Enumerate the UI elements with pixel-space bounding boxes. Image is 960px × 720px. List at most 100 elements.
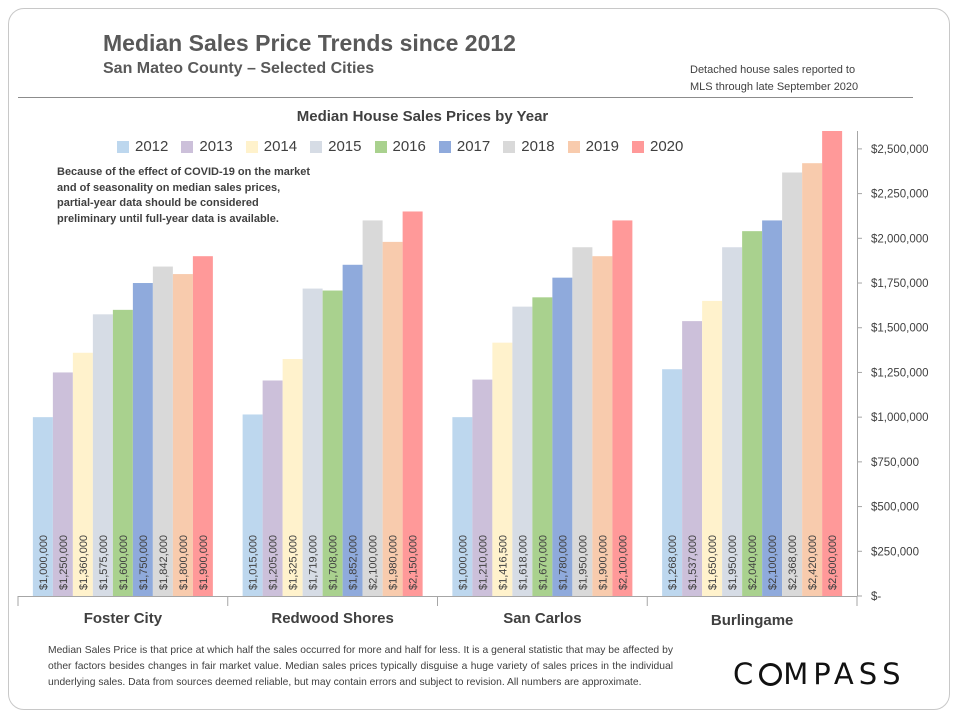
- bar-2019-3: [802, 163, 823, 596]
- legend-item: 2019: [567, 138, 619, 155]
- legend-label: 2016: [392, 138, 426, 155]
- legend-swatch: [245, 140, 258, 153]
- bar-2019-1: [382, 241, 403, 596]
- legend-item: 2016: [374, 138, 426, 155]
- covid-note: Because of the effect of COVID-19 on the…: [57, 166, 311, 225]
- bar-value-label: $1,000,000: [457, 535, 469, 590]
- bar-2013-3: [682, 321, 703, 596]
- legend-item: 2020: [632, 138, 683, 155]
- bar-2018-1: [362, 220, 383, 596]
- chart-legend: 2012 2013 2014 2015 2016 2017 2018 2019 2020: [117, 138, 696, 155]
- y-tick-label: $250,000: [871, 546, 919, 558]
- y-tick-label: $1,250,000: [871, 367, 929, 379]
- bar-2015-2: [512, 306, 533, 596]
- legend-swatch: [181, 140, 194, 153]
- bar-value-label: $1,210,000: [477, 535, 489, 590]
- bar-2019-0: [172, 274, 193, 596]
- data-source-note: Detached house sales reported to MLS thr…: [690, 62, 858, 96]
- bar-value-label: $1,950,000: [577, 535, 589, 590]
- bar-value-label: $1,015,000: [248, 535, 260, 590]
- bar-2016-2: [532, 297, 553, 596]
- bar-value-label: $1,852,000: [348, 535, 360, 590]
- y-tick-label: $2,250,000: [871, 189, 929, 201]
- bar-value-label: $2,100,000: [767, 535, 779, 590]
- bar-2015-3: [722, 247, 743, 596]
- legend-item: 2015: [310, 138, 362, 155]
- bar-2014-1: [282, 359, 303, 596]
- legend-swatch: [310, 140, 323, 153]
- bar-value-label: $1,600,000: [118, 535, 130, 590]
- bar-value-label: $1,670,000: [537, 535, 549, 590]
- bar-value-label: $2,420,000: [807, 535, 819, 590]
- legend-label: 2015: [328, 138, 362, 155]
- legend-swatch: [117, 140, 129, 153]
- legend-label: 2019: [585, 138, 619, 155]
- bar-2013-2: [472, 379, 493, 596]
- bar-2017-3: [762, 220, 783, 596]
- bar-value-label: $1,900,000: [597, 535, 609, 590]
- bar-value-label: $2,150,000: [408, 535, 420, 590]
- bar-value-label: $1,842,000: [158, 535, 170, 590]
- logo-letter-c: C: [733, 657, 759, 691]
- legend-swatch: [438, 140, 451, 153]
- data-source-note-line2: MLS through late September 2020: [690, 81, 859, 93]
- bar-value-label: $1,416,500: [497, 535, 509, 590]
- bar-2020-3: [822, 131, 843, 596]
- y-tick-label: $2,000,000: [871, 233, 929, 245]
- legend-swatch: [567, 140, 580, 153]
- legend-item: 2014: [245, 138, 298, 155]
- bar-value-label: $2,040,000: [747, 535, 759, 590]
- bar-2019-2: [592, 256, 613, 596]
- category-label: Redwood Shores: [271, 610, 394, 627]
- bar-value-label: $1,750,000: [138, 535, 150, 590]
- bar-value-label: $1,719,000: [308, 535, 320, 590]
- bar-value-label: $1,618,000: [517, 535, 529, 590]
- bar-value-label: $2,100,000: [368, 535, 380, 590]
- y-tick-label: $-: [871, 591, 881, 603]
- bar-value-label: $1,268,000: [667, 535, 679, 590]
- bar-2015-1: [302, 288, 323, 596]
- bar-value-label: $1,980,000: [388, 535, 400, 590]
- legend-swatch: [374, 140, 387, 153]
- bar-2014-2: [492, 342, 513, 596]
- bar-2012-1: [242, 414, 263, 596]
- legend-item: 2013: [181, 138, 233, 155]
- bar-value-label: $2,600,000: [827, 535, 839, 590]
- bar-2017-2: [552, 277, 573, 596]
- bar-value-label: $1,708,000: [328, 535, 340, 590]
- chart-title: Median House Sales Prices by Year: [296, 108, 549, 125]
- bar-2017-1: [342, 264, 363, 596]
- bar-value-label: $1,537,000: [687, 535, 699, 590]
- legend-swatch: [503, 140, 516, 153]
- y-tick-label: $1,000,000: [871, 412, 929, 424]
- bar-value-label: $1,780,000: [557, 535, 569, 590]
- bar-2012-2: [452, 417, 473, 596]
- bar-2020-1: [402, 211, 423, 596]
- page-subtitle: San Mateo County – Selected Cities: [103, 60, 375, 77]
- bar-value-label: $1,325,000: [288, 535, 300, 590]
- bar-value-label: $1,250,000: [58, 535, 70, 590]
- bar-value-label: $2,368,000: [787, 535, 799, 590]
- header-divider: [18, 97, 913, 98]
- bar-2018-2: [572, 247, 593, 596]
- y-tick-label: $1,500,000: [871, 323, 929, 335]
- bar-2015-0: [92, 314, 113, 596]
- footnote: Median Sales Price is that price at whic…: [48, 645, 673, 688]
- y-tick-label: $1,750,000: [871, 278, 929, 290]
- y-tick-label: $750,000: [871, 457, 919, 469]
- legend-label: 2020: [650, 138, 684, 155]
- legend-label: 2018: [521, 138, 555, 155]
- bar-2013-1: [262, 380, 283, 596]
- bar-2016-1: [322, 290, 343, 596]
- compass-logo: C MPASS: [733, 657, 906, 691]
- bar-value-label: $1,800,000: [178, 535, 190, 590]
- bar-2013-0: [52, 372, 73, 596]
- bar-2014-0: [72, 352, 93, 596]
- legend-label: 2013: [199, 138, 233, 155]
- data-source-note-line1: Detached house sales reported to: [690, 64, 856, 76]
- bar-value-label: $1,950,000: [727, 535, 739, 590]
- bar-value-label: $1,575,000: [98, 535, 110, 590]
- category-label: San Carlos: [503, 610, 582, 627]
- legend-label: 2014: [263, 138, 298, 155]
